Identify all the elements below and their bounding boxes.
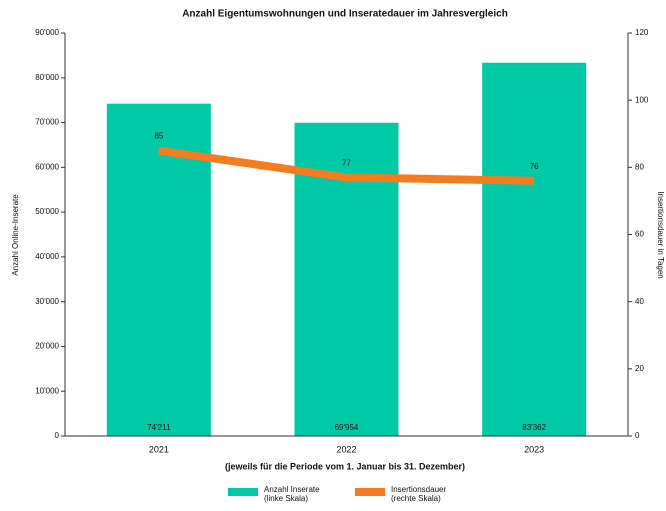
y-axis-label: Anzahl Online-Inserate [11,194,20,276]
y-tick-label: 20'000 [35,342,59,351]
x-axis-label: (jeweils für die Periode vom 1. Januar b… [225,461,465,471]
bar-value-label: 69'954 [335,423,359,432]
y-tick-label: 0 [55,431,60,440]
line-value-label: 76 [530,162,539,171]
y2-tick-label: 60 [635,230,644,239]
y-tick-label: 40'000 [35,252,59,261]
x-tick-label: 2021 [149,444,169,454]
legend-swatch [228,488,258,496]
y2-tick-label: 0 [635,431,640,440]
legend-label: Insertionsdauer (rechte Skala) [391,485,447,503]
x-tick-label: 2023 [524,444,544,454]
line-value-label: 85 [154,132,163,141]
y-tick-label: 60'000 [35,162,59,171]
bar [482,62,587,437]
y-tick-label: 80'000 [35,73,59,82]
y2-axis-label: Insertionsdauer in Tagen [656,191,665,278]
y2-tick-label: 40 [635,297,644,306]
legend-swatch [355,488,385,496]
y2-tick-label: 20 [635,364,644,373]
line-value-label: 77 [342,159,351,168]
y2-tick-label: 80 [635,162,644,171]
bar-value-label: 74'211 [147,423,171,432]
chart-title: Anzahl Eigentumswohnungen und Inserateda… [182,9,508,20]
y-tick-label: 50'000 [35,207,59,216]
legend-label: Anzahl Inserate (linke Skala) [264,485,320,503]
line [158,146,535,185]
y-tick-label: 90'000 [35,28,59,37]
y2-tick-label: 100 [635,95,649,104]
x-tick-label: 2022 [336,444,356,454]
y-tick-label: 10'000 [35,386,59,395]
y-tick-label: 30'000 [35,297,59,306]
y2-tick-label: 120 [635,28,649,37]
bar-value-label: 83'362 [522,423,546,432]
y-tick-label: 70'000 [35,118,59,127]
